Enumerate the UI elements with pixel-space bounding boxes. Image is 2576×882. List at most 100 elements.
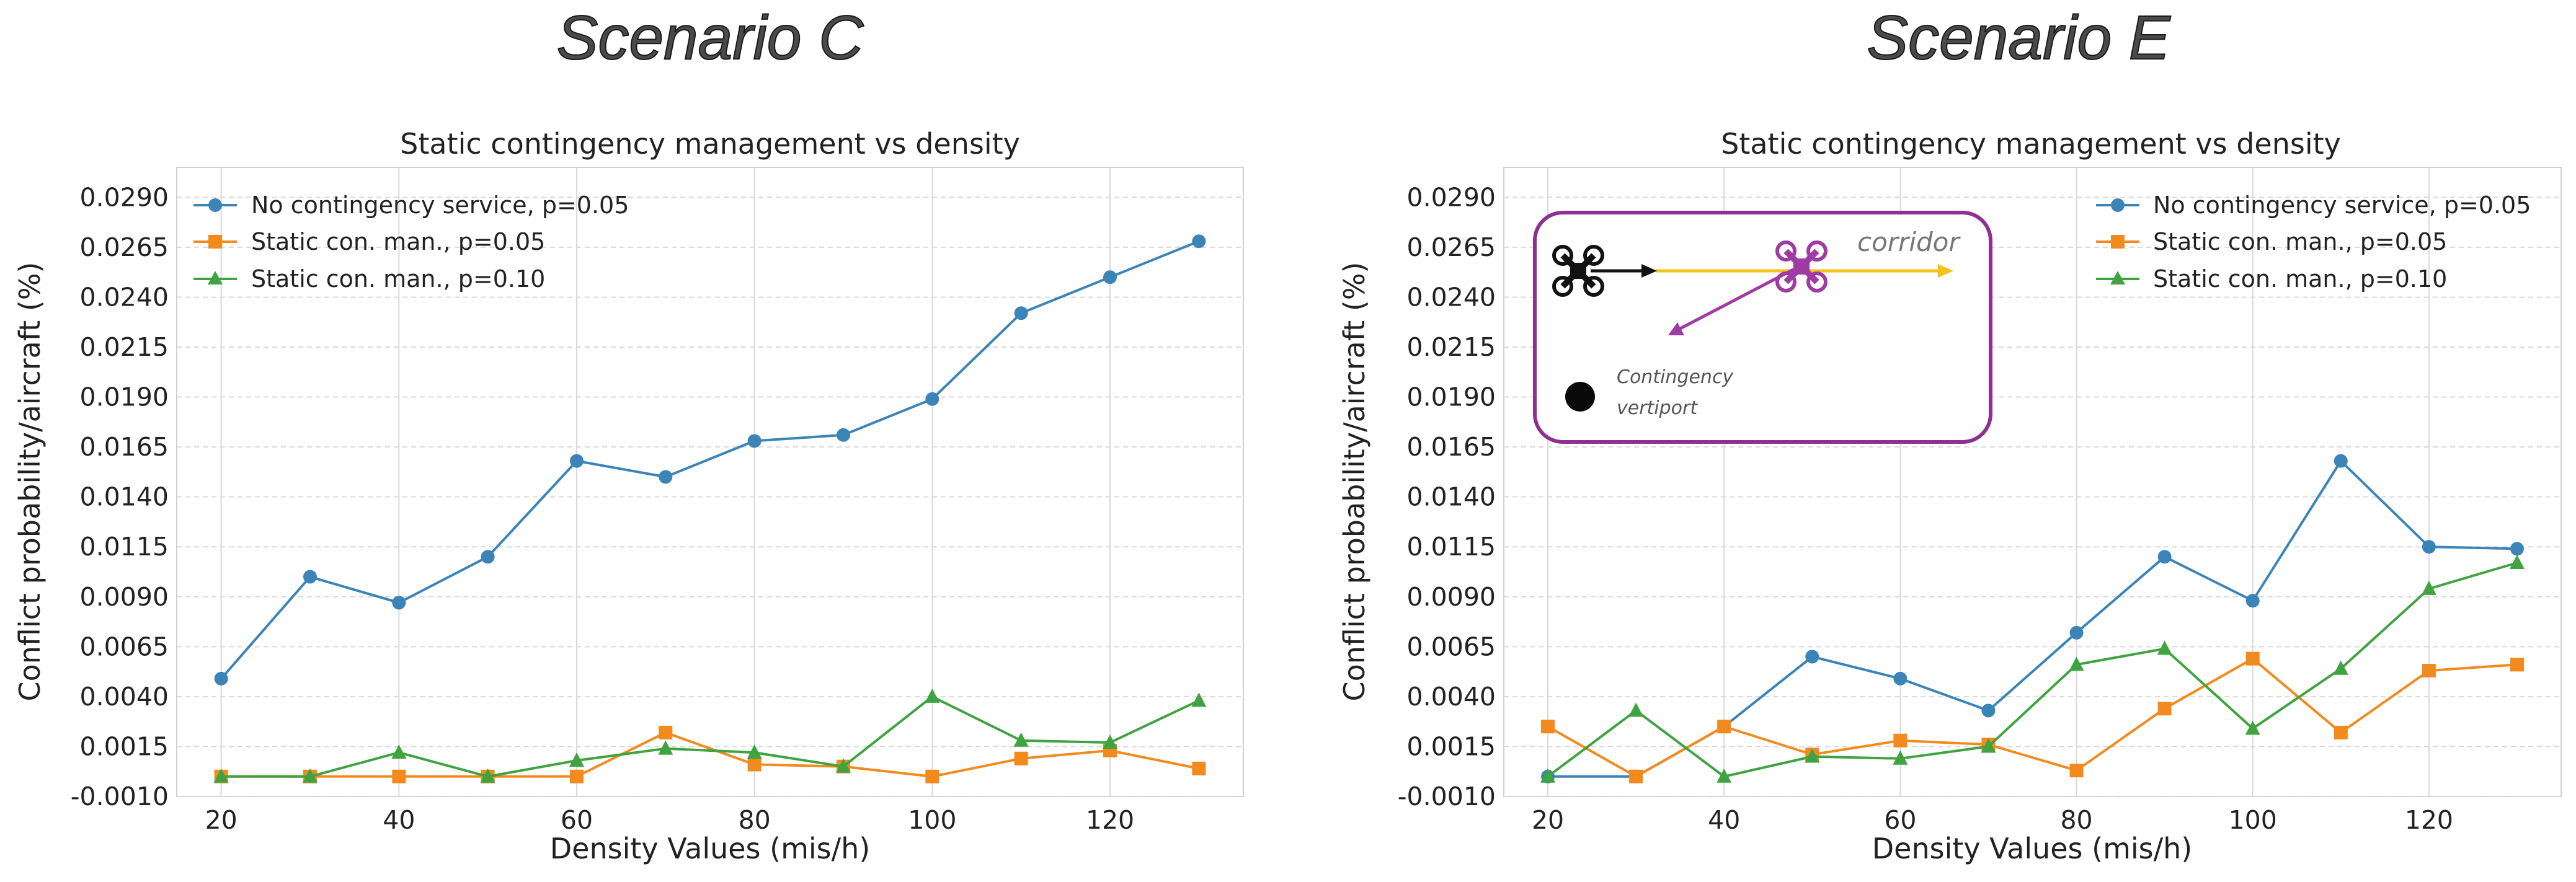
data-point-series-1 (1805, 650, 1819, 664)
y-tick-label: 0.0015 (1407, 731, 1496, 761)
y-tick-label: 0.0240 (80, 282, 169, 312)
y-axis-label: Conflict probability/aircraft (%) (13, 262, 47, 702)
data-point-series-3 (1981, 738, 1996, 753)
vertiport-label-line2: vertiport (1617, 397, 1698, 419)
y-tick-label: 0.0065 (1407, 632, 1496, 661)
data-point-series-3 (213, 768, 229, 783)
data-point-series-3 (1805, 748, 1820, 763)
legend-marker-triangle (2110, 271, 2125, 284)
legend: No contingency service, p=0.05 Static co… (2096, 192, 2531, 293)
data-point-series-2 (2069, 764, 2084, 778)
data-point-series-3 (2245, 720, 2260, 735)
x-tick-label: 40 (1708, 805, 1740, 835)
data-point-series-3 (1893, 750, 1908, 765)
data-point-series-1 (2510, 542, 2524, 556)
legend-marker-triangle (208, 271, 223, 284)
series-group (213, 234, 1207, 783)
y-tick-label: 0.0090 (1407, 582, 1496, 612)
vertiport-label-line1: Contingency (1617, 366, 1734, 388)
legend: No contingency service, p=0.05 Static co… (193, 192, 629, 293)
data-point-series-3 (2509, 555, 2525, 569)
data-point-series-3 (925, 688, 940, 703)
data-point-series-1 (747, 434, 762, 448)
legend-label: Static con. man., p=0.05 (251, 228, 545, 255)
data-point-series-3 (658, 740, 673, 755)
data-point-series-3 (569, 752, 584, 767)
y-tick-label: 0.0240 (1407, 282, 1496, 312)
y-tick-label: 0.0265 (1407, 232, 1496, 262)
legend-label: No contingency service, p=0.05 (2153, 192, 2531, 219)
legend-label: Static con. man., p=0.10 (251, 265, 545, 293)
data-point-series-3 (2157, 640, 2172, 655)
data-point-series-1 (392, 596, 406, 610)
x-tick-label: 60 (1884, 805, 1916, 835)
series-line-3 (1547, 562, 2518, 778)
x-tick-label: 80 (2060, 805, 2092, 835)
data-point-series-2 (2157, 702, 2172, 716)
y-tick-label: -0.0010 (1398, 782, 1496, 811)
x-axis-label: Density Values (mis/h) (1872, 832, 2193, 865)
y-tick-label: 0.0090 (80, 582, 169, 612)
data-point-series-2 (570, 769, 584, 783)
y-tick-label: 0.0040 (80, 682, 169, 712)
y-tick-label: 0.0065 (80, 632, 169, 661)
data-point-series-2 (2510, 658, 2524, 672)
plot-frame (1503, 167, 2562, 797)
legend-marker-square (2111, 235, 2125, 249)
y-tick-label: 0.0015 (80, 731, 169, 761)
corridor-arrow-head (1938, 264, 1953, 278)
data-point-series-2 (1192, 761, 1206, 775)
data-point-series-2 (1893, 733, 1908, 747)
data-point-series-3 (1540, 768, 1556, 783)
data-point-series-1 (659, 470, 673, 484)
data-point-series-1 (837, 428, 850, 442)
data-point-series-3 (2069, 656, 2084, 671)
y-tick-label: 0.0290 (80, 182, 169, 212)
x-tick-label: 40 (383, 805, 415, 835)
data-point-series-1 (1192, 234, 1206, 249)
legend-marker-square (208, 235, 222, 249)
series-line-2 (1547, 657, 2518, 778)
legend-marker-circle (2111, 198, 2125, 212)
grid (177, 167, 1243, 797)
y-tick-label: 0.0215 (80, 332, 169, 362)
y-tick-label: 0.0040 (1407, 682, 1496, 712)
data-point-series-3 (1191, 692, 1207, 707)
data-point-series-1 (570, 454, 584, 468)
data-point-series-2 (1717, 720, 1731, 734)
legend-label: Static con. man., p=0.05 (2153, 228, 2447, 255)
x-tick-label: 20 (1532, 805, 1564, 835)
data-point-series-1 (925, 392, 939, 406)
y-tick-label: 0.0115 (1407, 532, 1496, 562)
data-point-series-2 (1014, 751, 1028, 765)
drone-heading-arrow (1641, 264, 1657, 278)
y-tick-label: 0.0165 (80, 432, 169, 462)
data-point-series-2 (2422, 664, 2436, 677)
y-axis-label: Conflict probability/aircraft (%) (1338, 262, 1371, 702)
y-tick-label: 0.0140 (1407, 482, 1496, 512)
data-point-series-1 (303, 570, 317, 584)
drone-black-icon (1552, 245, 1604, 297)
chart-title: Static contingency management vs density (1721, 127, 2341, 161)
data-point-series-1 (2069, 625, 2084, 640)
y-tick-labels: -0.0010 0.0015 0.0040 0.0065 0.0090 0.0115 0.0… (71, 182, 169, 811)
x-tick-label: 100 (908, 805, 956, 835)
y-tick-label: 0.0265 (80, 232, 169, 262)
chart-scenario-c: Scenario C Static contingency management… (13, 2, 1244, 865)
data-point-series-3 (2421, 580, 2436, 595)
y-tick-label: 0.0140 (80, 482, 169, 512)
data-point-series-3 (1013, 732, 1029, 747)
y-tick-label: 0.0190 (1407, 382, 1496, 412)
y-tick-label: 0.0190 (80, 382, 169, 412)
data-point-series-1 (214, 671, 228, 686)
data-point-series-2 (1629, 769, 1643, 783)
data-point-series-2 (659, 725, 673, 739)
data-point-series-1 (1893, 671, 1908, 686)
data-point-series-3 (391, 744, 407, 759)
data-point-series-2 (747, 757, 762, 772)
series-line-2 (221, 731, 1199, 778)
data-point-series-3 (1628, 702, 1644, 717)
x-tick-label: 20 (205, 805, 238, 835)
x-axis-label: Density Values (mis/h) (550, 832, 871, 865)
